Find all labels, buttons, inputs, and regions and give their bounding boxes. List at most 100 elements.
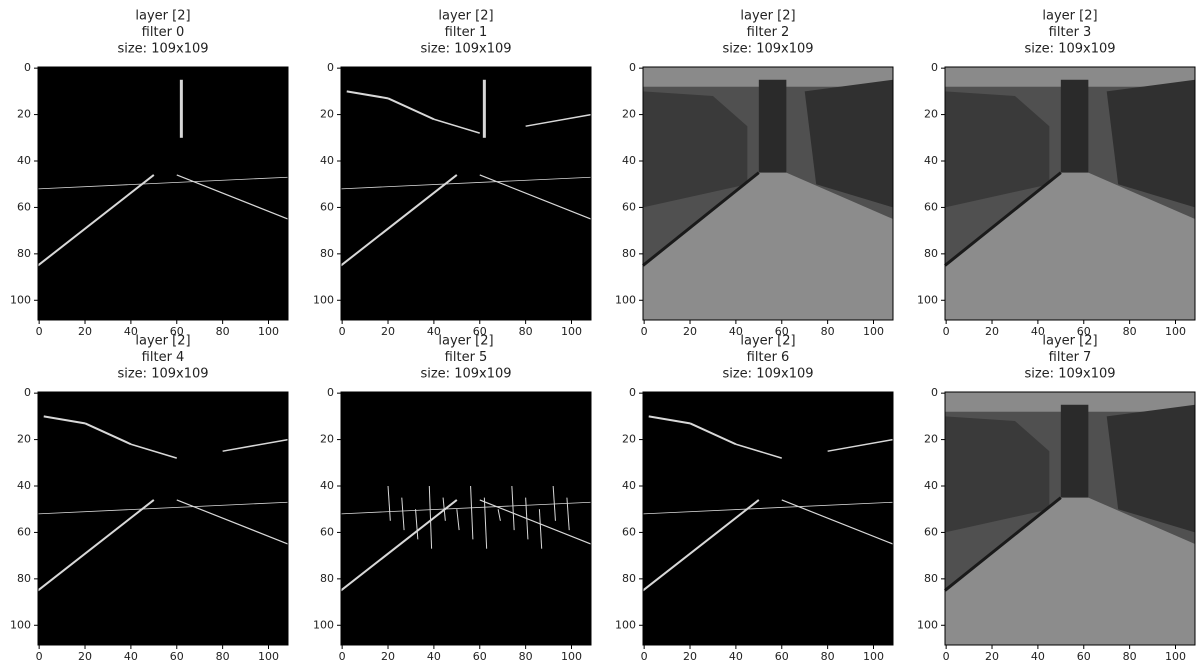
x-tick-label: 20 <box>683 650 697 663</box>
x-tick-label: 60 <box>775 650 789 663</box>
subplot-title: layer [2] <box>135 334 190 349</box>
subplot-title: filter 5 <box>445 350 488 365</box>
x-tick-label: 80 <box>821 325 835 338</box>
subplot-title: layer [2] <box>438 334 493 349</box>
subplot-title: filter 2 <box>747 25 790 40</box>
x-tick-label: 20 <box>381 325 395 338</box>
subplot-title: size: 109x109 <box>722 367 813 382</box>
y-tick-label: 80 <box>17 247 31 260</box>
x-tick-label: 100 <box>258 650 279 663</box>
subplot-title: layer [2] <box>438 9 493 24</box>
y-tick-label: 0 <box>24 386 31 399</box>
image-background <box>643 392 893 645</box>
subplot-title: filter 7 <box>1049 350 1092 365</box>
subplot: layer [2]filter 1 size: 109x109 0 20 40 60 80 1… <box>313 9 591 339</box>
y-tick-label: 80 <box>622 247 636 260</box>
y-tick-label: 100 <box>10 618 31 631</box>
y-tick-label: 40 <box>622 154 636 167</box>
y-tick-label: 40 <box>320 154 334 167</box>
subplot: layer [2]filter 2 size: 109x109 0 20 40 60 80 1… <box>615 9 893 339</box>
y-tick-label: 100 <box>615 293 636 306</box>
x-tick-label: 40 <box>729 650 743 663</box>
y-tick-label: 60 <box>320 200 334 213</box>
x-tick-label: 20 <box>985 325 999 338</box>
y-tick-label: 40 <box>17 479 31 492</box>
x-tick-label: 40 <box>1031 650 1045 663</box>
tower <box>759 80 787 173</box>
y-tick-label: 60 <box>17 525 31 538</box>
x-tick-label: 80 <box>519 650 533 663</box>
y-tick-label: 0 <box>24 61 31 74</box>
y-tick-label: 20 <box>622 433 636 446</box>
x-tick-label: 20 <box>683 325 697 338</box>
subplot-title: filter 1 <box>445 25 488 40</box>
y-tick-label: 60 <box>924 200 938 213</box>
x-tick-label: 20 <box>985 650 999 663</box>
x-tick-label: 100 <box>1165 325 1186 338</box>
y-tick-label: 80 <box>320 247 334 260</box>
y-tick-label: 20 <box>924 433 938 446</box>
subplot-title: size: 109x109 <box>117 367 208 382</box>
y-tick-label: 0 <box>327 61 334 74</box>
y-tick-label: 0 <box>931 386 938 399</box>
x-tick-label: 100 <box>561 325 582 338</box>
x-tick-label: 100 <box>561 650 582 663</box>
y-tick-label: 40 <box>320 479 334 492</box>
y-tick-label: 0 <box>629 61 636 74</box>
x-tick-label: 0 <box>943 325 950 338</box>
x-tick-label: 80 <box>216 650 230 663</box>
x-tick-label: 20 <box>78 650 92 663</box>
y-tick-label: 100 <box>917 618 938 631</box>
subplot-title: size: 109x109 <box>722 42 813 57</box>
subplot-title: size: 109x109 <box>117 42 208 57</box>
x-tick-label: 40 <box>124 650 138 663</box>
y-tick-label: 60 <box>924 525 938 538</box>
x-tick-label: 60 <box>170 650 184 663</box>
x-tick-label: 80 <box>1123 650 1137 663</box>
y-tick-label: 40 <box>17 154 31 167</box>
y-tick-label: 80 <box>17 572 31 585</box>
x-tick-label: 80 <box>519 325 533 338</box>
x-tick-label: 0 <box>36 650 43 663</box>
page: {"chart_data": [ {"type": "image", "titl… <box>0 0 1197 666</box>
subplot-title: layer [2] <box>1042 334 1097 349</box>
x-tick-label: 0 <box>339 325 346 338</box>
x-tick-label: 80 <box>216 325 230 338</box>
y-tick-label: 20 <box>320 433 334 446</box>
y-tick-label: 0 <box>327 386 334 399</box>
x-tick-label: 100 <box>258 325 279 338</box>
y-tick-label: 80 <box>924 247 938 260</box>
y-tick-label: 40 <box>924 154 938 167</box>
subplot: layer [2]filter 7size: 109x1090204060801… <box>917 334 1195 664</box>
subplot-title: layer [2] <box>740 9 795 24</box>
y-tick-label: 60 <box>320 525 334 538</box>
figure: layer [2] filter 0 size: 109x109 0 20 40 60 80 1… <box>0 0 1197 666</box>
subplot-title: filter 0 <box>142 25 185 40</box>
image-background <box>38 67 288 320</box>
y-tick-label: 60 <box>622 525 636 538</box>
y-tick-label: 100 <box>313 618 334 631</box>
x-tick-label: 80 <box>1123 325 1137 338</box>
y-tick-label: 100 <box>615 618 636 631</box>
x-tick-label: 0 <box>641 325 648 338</box>
x-tick-label: 100 <box>863 325 884 338</box>
y-tick-label: 0 <box>629 386 636 399</box>
y-tick-label: 40 <box>622 479 636 492</box>
x-tick-label: 20 <box>78 325 92 338</box>
x-tick-label: 100 <box>1165 650 1186 663</box>
y-tick-label: 80 <box>622 572 636 585</box>
x-tick-label: 0 <box>339 650 346 663</box>
subplot-title: filter 4 <box>142 350 185 365</box>
x-tick-label: 100 <box>863 650 884 663</box>
y-tick-label: 20 <box>622 108 636 121</box>
y-tick-label: 60 <box>622 200 636 213</box>
subplot-title: filter 3 <box>1049 25 1092 40</box>
tower <box>1061 405 1089 498</box>
image-background <box>341 67 591 320</box>
subplot-title: size: 109x109 <box>420 42 511 57</box>
subplot-title: size: 109x109 <box>1024 42 1115 57</box>
y-tick-label: 20 <box>924 108 938 121</box>
subplot-title: layer [2] <box>740 334 795 349</box>
subplot-title: filter 6 <box>747 350 790 365</box>
image-background <box>38 392 288 645</box>
